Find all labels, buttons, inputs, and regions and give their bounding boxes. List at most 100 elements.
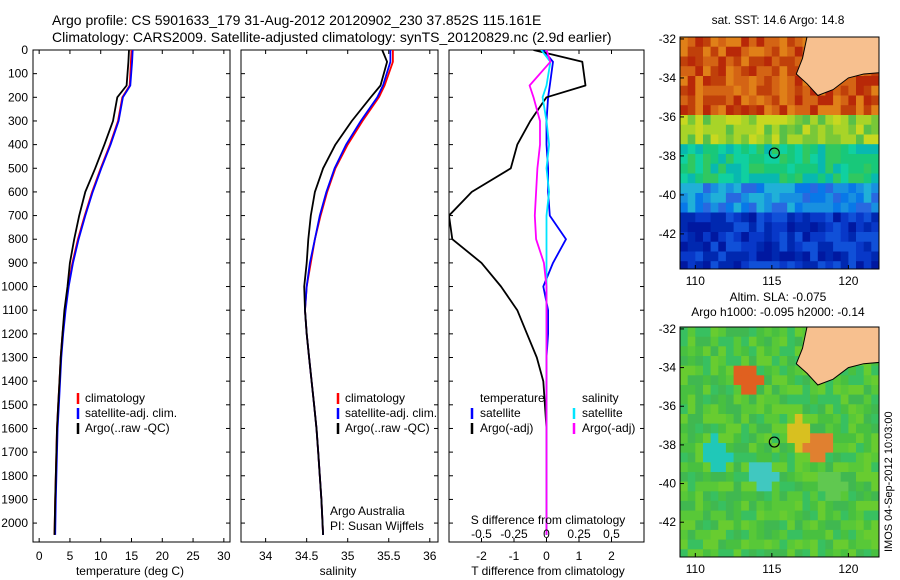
- map-cell: [771, 66, 780, 77]
- map-cell: [710, 404, 719, 415]
- map-cell: [856, 549, 865, 557]
- sla-map-subtitle: Argo h1000: -0.095 h2000: -0.14: [691, 305, 865, 319]
- map-cell: [718, 375, 727, 386]
- map-cell: [840, 193, 849, 204]
- map-cell: [756, 222, 765, 233]
- map-cell: [733, 66, 742, 77]
- map-cell: [741, 37, 750, 48]
- map-cell: [848, 95, 857, 106]
- map-cell: [833, 241, 842, 252]
- map-cell: [733, 404, 742, 415]
- map-cell: [794, 520, 803, 531]
- map-cell: [733, 95, 742, 106]
- map-cell: [733, 46, 742, 57]
- map-cell: [741, 154, 750, 165]
- map-cell: [718, 173, 727, 184]
- map-cell: [680, 66, 689, 77]
- map-cell: [687, 346, 696, 357]
- map-cell: [787, 472, 796, 483]
- map-cell: [764, 115, 773, 126]
- map-cell: [817, 462, 826, 473]
- map-cell: [794, 241, 803, 252]
- map-cell: [695, 173, 704, 184]
- map-cell: [848, 124, 857, 135]
- map-cell: [725, 95, 735, 106]
- map-cell: [703, 346, 712, 357]
- map-cell: [725, 414, 735, 425]
- map-cell: [718, 251, 727, 262]
- map-cell: [680, 115, 689, 126]
- map-cell: [725, 193, 735, 204]
- map-cell: [825, 95, 834, 106]
- map-cell: [825, 520, 834, 531]
- map-cell: [687, 500, 696, 512]
- argo-australia-note: Argo Australia: [330, 504, 405, 518]
- map-cell: [794, 500, 803, 512]
- map-cell: [840, 375, 849, 386]
- map-cell: [710, 124, 719, 135]
- map-cell: [848, 375, 857, 386]
- map-cell: [833, 154, 842, 165]
- map-cell: [733, 510, 742, 521]
- salinity-xlabel: salinity: [320, 564, 357, 578]
- series-line-1: [304, 50, 392, 535]
- x-tick-label: 5: [67, 549, 74, 563]
- map-cell: [787, 183, 796, 194]
- map-cell: [710, 365, 719, 376]
- map-cell: [680, 222, 689, 233]
- map-cell: [764, 124, 773, 135]
- map-cell: [856, 365, 865, 376]
- map-cell: [856, 452, 865, 463]
- map-cell: [787, 462, 796, 473]
- map-cell: [725, 365, 735, 376]
- map-cell: [764, 95, 773, 106]
- map-cell: [779, 232, 788, 243]
- map-cell: [871, 472, 879, 483]
- map-cell: [825, 202, 834, 213]
- map-cell: [703, 193, 712, 204]
- map-cell: [787, 37, 796, 48]
- map-cell: [748, 222, 758, 233]
- map-cell: [833, 539, 842, 550]
- map-cell: [787, 134, 796, 145]
- map-cell: [756, 134, 765, 145]
- map-cell: [695, 46, 704, 57]
- map-cell: [703, 375, 712, 386]
- map-cell: [825, 212, 834, 223]
- map-cell: [756, 251, 765, 262]
- map-cell: [771, 124, 780, 135]
- map-cell: [810, 193, 819, 204]
- map-cell: [687, 56, 696, 67]
- map-cell: [725, 510, 735, 521]
- map-cell: [703, 163, 712, 174]
- map-cell: [871, 173, 879, 184]
- map-cell: [848, 85, 857, 96]
- map-cell: [710, 76, 719, 87]
- map-cell: [817, 394, 826, 405]
- map-cell: [863, 76, 872, 87]
- header-line-1: Argo profile: CS 5901633_179 31-Aug-2012…: [52, 12, 541, 28]
- map-cell: [871, 124, 879, 135]
- map-cell: [733, 56, 742, 67]
- map-cell: [787, 433, 796, 444]
- map-cell: [741, 222, 750, 233]
- x-tick-label: 34: [259, 549, 273, 563]
- map-cell: [764, 173, 773, 184]
- map-cell: [733, 173, 742, 184]
- map-cell: [771, 85, 780, 96]
- sla-map-coastline: [768, 327, 879, 448]
- map-cell: [725, 232, 735, 243]
- map-cell: [779, 539, 788, 550]
- map-cell: [680, 154, 689, 165]
- map-cell: [695, 404, 704, 415]
- map-cell: [779, 385, 788, 396]
- map-cell: [787, 414, 796, 425]
- map-cell: [756, 144, 765, 155]
- sst-map-frame: [679, 36, 880, 270]
- map-cell: [833, 144, 842, 155]
- map-cell: [787, 510, 796, 521]
- map-cell: [718, 115, 727, 126]
- map-cell: [718, 520, 727, 531]
- map-cell: [871, 202, 879, 213]
- map-cell: [756, 193, 765, 204]
